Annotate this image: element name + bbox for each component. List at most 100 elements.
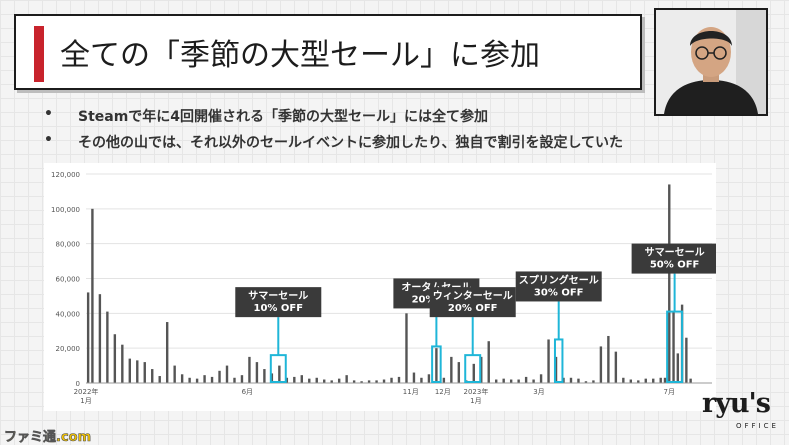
- sale-period-highlight: [666, 310, 684, 383]
- bar: [644, 378, 647, 383]
- x-tick-label: 3月: [533, 388, 544, 396]
- bar: [450, 356, 453, 383]
- watermark-logo: ファミ通.com: [4, 430, 92, 445]
- bar: [255, 362, 259, 383]
- bar: [300, 375, 303, 383]
- x-tick-label: 1月: [80, 397, 91, 405]
- presenter-image: [656, 10, 766, 114]
- bar: [405, 313, 408, 383]
- bar: [607, 335, 610, 383]
- bar: [337, 378, 341, 383]
- slide-title: 全ての「季節の大型セール」に参加: [60, 38, 540, 73]
- bar: [188, 377, 191, 383]
- bar: [121, 344, 124, 383]
- sale-callout-label: 10% OFF: [253, 303, 303, 314]
- x-tick-label: 12月: [435, 388, 451, 396]
- bar: [663, 377, 667, 383]
- bar: [285, 377, 289, 383]
- bar: [427, 374, 431, 383]
- x-tick-label: 11月: [403, 388, 419, 396]
- bar: [91, 208, 94, 383]
- sale-callout-box: [515, 271, 602, 302]
- x-tick-label: 2022年: [74, 387, 99, 396]
- bar: [397, 376, 401, 383]
- bar: [584, 381, 588, 383]
- bar: [233, 377, 236, 383]
- bar: [442, 377, 446, 383]
- logo-text: ryu's: [702, 388, 771, 419]
- bar: [293, 376, 296, 383]
- bar: [599, 346, 603, 383]
- bar: [128, 358, 131, 383]
- bar: [165, 322, 169, 383]
- bar: [457, 362, 461, 383]
- bar: [652, 378, 655, 383]
- bar: [676, 353, 680, 383]
- bar: [668, 184, 671, 383]
- bar: [637, 380, 640, 383]
- bar: [547, 339, 550, 383]
- bar: [539, 374, 543, 383]
- bar: [308, 378, 311, 383]
- sale-callout-label: サマーセール: [645, 247, 705, 259]
- bar: [270, 373, 274, 383]
- bar: [315, 377, 318, 383]
- bar: [218, 370, 221, 383]
- bar: [330, 380, 333, 383]
- x-tick-label: 6月: [242, 388, 253, 396]
- y-tick-label: 120,000: [51, 171, 80, 179]
- bar: [487, 341, 490, 383]
- y-tick-label: 100,000: [51, 206, 80, 214]
- bar: [203, 375, 206, 383]
- bar: [158, 376, 161, 383]
- logo-subtext: OFFICE: [736, 422, 779, 430]
- bar: [562, 377, 565, 383]
- slide-title-box: 全ての「季節の大型セール」に参加: [14, 14, 642, 90]
- x-tick-label: 2023年: [464, 387, 489, 396]
- bar: [352, 380, 356, 383]
- bar: [263, 369, 266, 383]
- bullet-marker: •: [44, 132, 53, 148]
- sales-chart: 0 20,000 40,000 60,000 80,000 100,000 120,000 2…: [51, 171, 718, 405]
- bar: [106, 311, 109, 383]
- bar: [517, 379, 520, 383]
- bar: [480, 356, 483, 383]
- x-tick-label: 1月: [470, 397, 481, 405]
- bar: [629, 379, 633, 383]
- bar: [225, 365, 229, 383]
- bar: [390, 377, 393, 383]
- y-tick-label: 0: [76, 380, 80, 388]
- bar: [495, 379, 498, 383]
- bar: [524, 376, 528, 383]
- ryus-office-logo: ryu's OFFICE: [702, 388, 782, 440]
- bar: [614, 351, 618, 383]
- bar: [143, 362, 146, 383]
- bar: [532, 379, 535, 383]
- bar: [360, 381, 363, 383]
- bar: [278, 365, 281, 383]
- bar: [472, 363, 475, 383]
- bullet-text: その他の山では、それ以外のセールイベントに参加したり、独自で割引を設定していた: [78, 135, 624, 151]
- bar: [577, 378, 580, 383]
- sale-callout-box: [429, 287, 516, 318]
- bar: [210, 376, 214, 383]
- y-tick-label: 60,000: [56, 276, 81, 284]
- bar: [412, 372, 416, 383]
- bar: [622, 377, 625, 383]
- bar: [136, 360, 139, 383]
- bar: [195, 378, 199, 383]
- sale-callout-box: [631, 243, 718, 274]
- bullet-marker: •: [44, 106, 53, 122]
- bar: [240, 375, 244, 383]
- bar: [435, 348, 438, 383]
- sale-callout-label: 50% OFF: [650, 260, 700, 271]
- bar: [98, 294, 102, 383]
- x-tick-label: 7月: [664, 388, 675, 396]
- bar: [323, 379, 326, 383]
- bar: [659, 377, 662, 383]
- bar: [420, 377, 423, 383]
- bar: [685, 337, 688, 383]
- bar: [375, 380, 378, 383]
- bar: [180, 374, 184, 383]
- bar: [173, 365, 176, 383]
